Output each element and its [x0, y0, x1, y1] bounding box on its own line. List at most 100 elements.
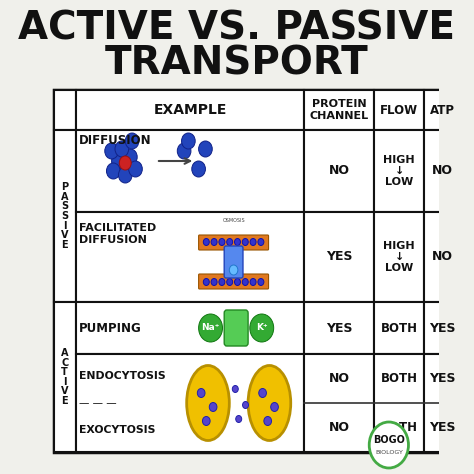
- Bar: [304, 130, 374, 212]
- Bar: [374, 90, 424, 130]
- Text: — — —: — — —: [79, 398, 117, 408]
- Circle shape: [250, 314, 273, 342]
- Text: NO: NO: [432, 250, 453, 264]
- Bar: [304, 302, 374, 354]
- Circle shape: [192, 161, 205, 177]
- Text: Na⁺: Na⁺: [201, 323, 220, 332]
- Circle shape: [199, 314, 222, 342]
- Text: K⁺: K⁺: [256, 323, 267, 332]
- Circle shape: [219, 238, 225, 246]
- FancyBboxPatch shape: [224, 310, 248, 346]
- Text: HIGH
↓
LOW: HIGH ↓ LOW: [383, 155, 415, 187]
- Bar: [374, 354, 424, 452]
- Circle shape: [250, 238, 256, 246]
- Bar: [54, 130, 76, 302]
- Text: BIOLOGY: BIOLOGY: [375, 449, 403, 455]
- Bar: [374, 130, 424, 212]
- Text: DIFFUSION: DIFFUSION: [79, 135, 152, 147]
- Circle shape: [271, 402, 278, 411]
- Circle shape: [115, 141, 128, 157]
- Ellipse shape: [187, 365, 229, 440]
- Text: BOTH: BOTH: [381, 421, 418, 434]
- Text: A
C
T
I
V
E: A C T I V E: [61, 348, 68, 406]
- Circle shape: [199, 141, 212, 157]
- Text: ENDOCYTOSIS: ENDOCYTOSIS: [79, 371, 166, 381]
- Bar: [54, 90, 76, 130]
- Circle shape: [203, 238, 210, 246]
- Bar: [424, 90, 461, 130]
- Bar: [304, 354, 374, 452]
- Circle shape: [264, 417, 272, 426]
- Circle shape: [128, 161, 142, 177]
- Text: FLOW: FLOW: [380, 103, 418, 117]
- Text: PUMPING: PUMPING: [79, 321, 142, 335]
- Text: EXOCYTOSIS: EXOCYTOSIS: [79, 426, 155, 436]
- Text: YES: YES: [429, 321, 456, 335]
- Text: BOTH: BOTH: [381, 321, 418, 335]
- Text: NO: NO: [432, 164, 453, 177]
- Text: YES: YES: [326, 321, 353, 335]
- Ellipse shape: [248, 365, 291, 440]
- Circle shape: [219, 279, 225, 285]
- Text: TRANSPORT: TRANSPORT: [105, 44, 369, 82]
- Circle shape: [177, 143, 191, 159]
- Circle shape: [211, 279, 217, 285]
- Circle shape: [242, 279, 248, 285]
- Text: OSMOSIS: OSMOSIS: [222, 218, 245, 222]
- Circle shape: [197, 389, 205, 398]
- Circle shape: [258, 279, 264, 285]
- Text: YES: YES: [429, 421, 456, 434]
- Circle shape: [210, 402, 217, 411]
- Bar: [374, 302, 424, 354]
- Text: PROTEIN
CHANNEL: PROTEIN CHANNEL: [310, 99, 369, 121]
- FancyBboxPatch shape: [199, 235, 269, 250]
- Circle shape: [227, 238, 233, 246]
- Circle shape: [258, 238, 264, 246]
- Circle shape: [242, 238, 248, 246]
- Circle shape: [125, 133, 139, 149]
- Circle shape: [105, 143, 118, 159]
- Bar: [54, 90, 461, 452]
- Bar: [424, 212, 461, 302]
- Text: NO: NO: [329, 372, 350, 385]
- Bar: [76, 302, 304, 354]
- Text: EXAMPLE: EXAMPLE: [154, 103, 227, 117]
- Text: BOGO: BOGO: [373, 435, 405, 445]
- Circle shape: [235, 238, 240, 246]
- Circle shape: [203, 279, 210, 285]
- Text: NO: NO: [329, 421, 350, 434]
- Circle shape: [235, 279, 240, 285]
- Circle shape: [236, 416, 242, 422]
- Circle shape: [232, 385, 238, 392]
- Bar: [76, 130, 304, 212]
- Bar: [304, 212, 374, 302]
- Circle shape: [107, 163, 120, 179]
- FancyBboxPatch shape: [199, 274, 269, 289]
- Circle shape: [118, 167, 132, 183]
- Bar: [76, 212, 304, 302]
- Circle shape: [182, 133, 195, 149]
- Circle shape: [243, 401, 248, 409]
- Bar: [304, 90, 374, 130]
- Bar: [76, 90, 304, 130]
- Bar: [374, 212, 424, 302]
- Circle shape: [259, 389, 266, 398]
- Bar: [424, 302, 461, 354]
- Circle shape: [202, 417, 210, 426]
- Bar: [54, 302, 76, 452]
- Text: HIGH
↓
LOW: HIGH ↓ LOW: [383, 241, 415, 273]
- Bar: [424, 354, 461, 452]
- Circle shape: [369, 422, 409, 468]
- Circle shape: [111, 153, 125, 169]
- Circle shape: [250, 279, 256, 285]
- Circle shape: [229, 265, 238, 275]
- Text: YES: YES: [326, 250, 353, 264]
- Bar: [424, 130, 461, 212]
- Circle shape: [211, 238, 217, 246]
- Text: NO: NO: [329, 164, 350, 177]
- Bar: [76, 354, 304, 452]
- Text: YES: YES: [429, 372, 456, 385]
- Text: P
A
S
S
I
V
E: P A S S I V E: [61, 182, 68, 250]
- Text: ACTIVE VS. PASSIVE: ACTIVE VS. PASSIVE: [18, 9, 456, 47]
- Circle shape: [124, 149, 137, 165]
